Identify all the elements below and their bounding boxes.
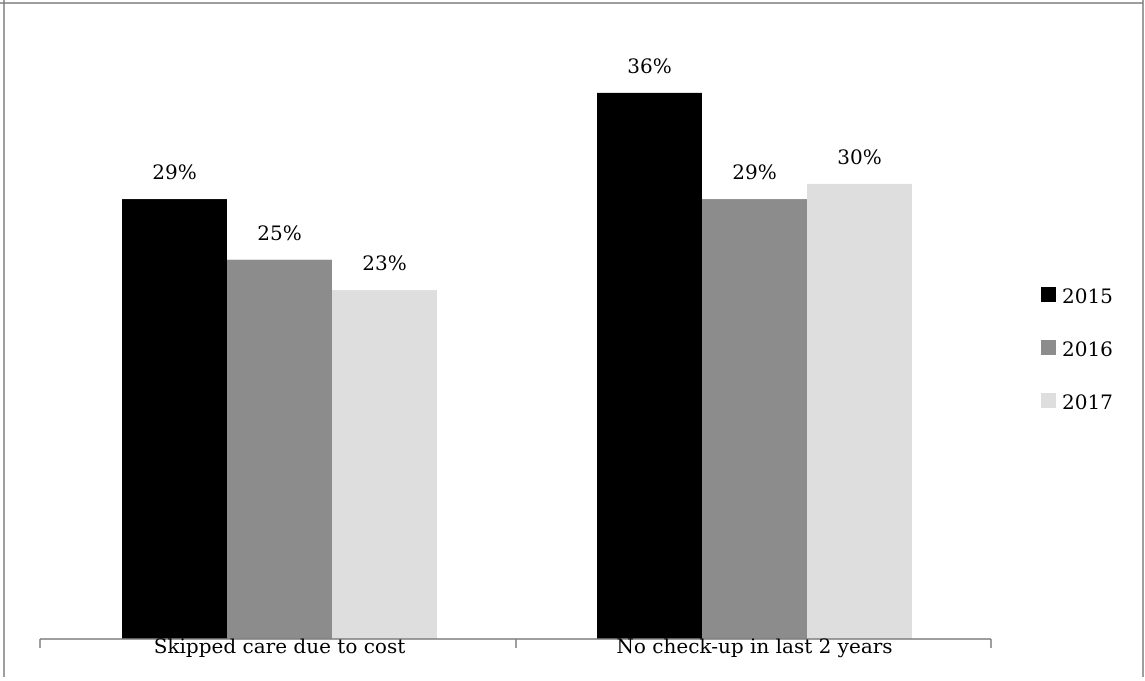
legend-label: 2017: [1062, 390, 1113, 414]
data-label: 25%: [257, 221, 301, 245]
data-label: 30%: [837, 145, 881, 169]
legend-swatch: [1041, 340, 1056, 355]
legend-label: 2015: [1062, 284, 1113, 308]
x-axis-labels: Skipped care due to cost No check-up in l…: [154, 634, 893, 658]
bar: [332, 290, 437, 639]
x-tick-label: Skipped care due to cost: [154, 634, 406, 658]
bars-group: [122, 92, 912, 639]
data-labels-group: 29% 25% 23% 36% 29% 30%: [152, 54, 881, 275]
data-label: 29%: [732, 160, 776, 184]
bar: [597, 92, 702, 639]
bar: [122, 199, 227, 639]
legend: 2015 2016 2017: [1041, 284, 1113, 414]
bar: [807, 183, 912, 639]
bar: [702, 199, 807, 639]
legend-swatch: [1041, 393, 1056, 408]
x-tick-label: No check-up in last 2 years: [616, 634, 892, 658]
legend-label: 2016: [1062, 337, 1113, 361]
data-label: 23%: [362, 251, 406, 275]
data-label: 29%: [152, 160, 196, 184]
bar: [227, 259, 332, 639]
data-label: 36%: [627, 54, 671, 78]
legend-swatch: [1041, 287, 1056, 302]
